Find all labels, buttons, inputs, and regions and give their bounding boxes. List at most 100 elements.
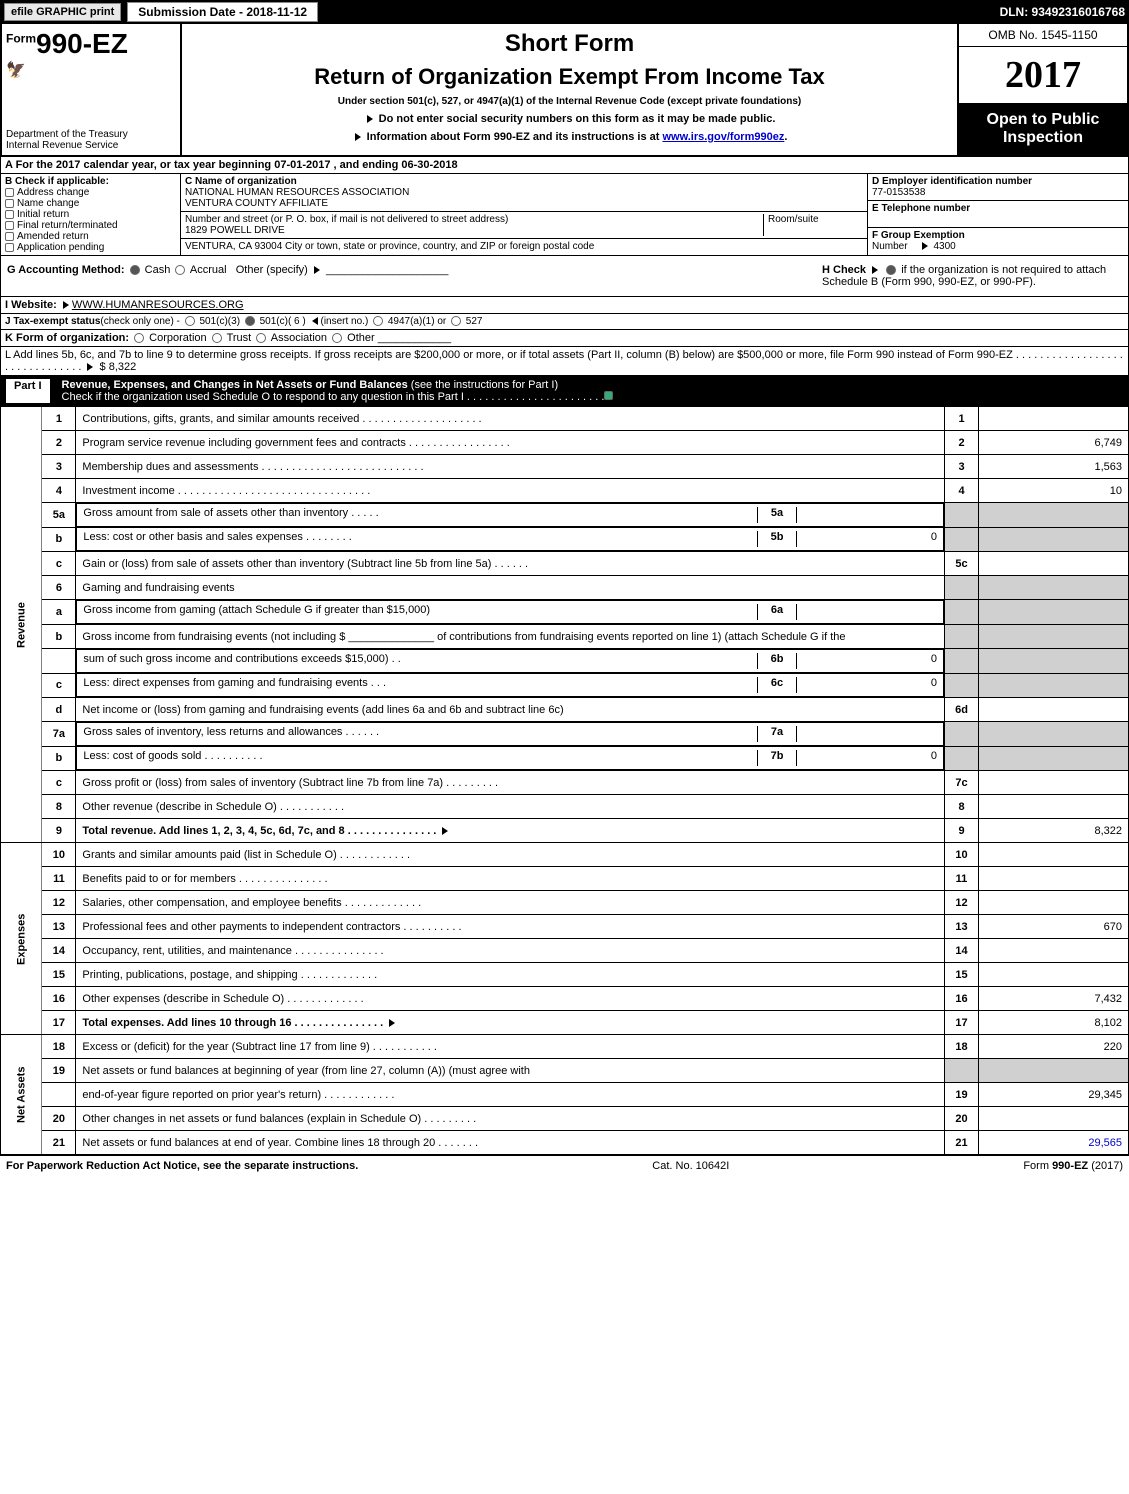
header-right: OMB No. 1545-1150 2017 Open to Public In… [957,24,1127,155]
row-ref: 11 [945,867,979,891]
submission-date-box: Submission Date - 2018-11-12 [127,2,318,22]
radio-527[interactable] [451,316,461,326]
open-to-public-badge: Open to Public Inspection [959,103,1127,155]
dln-label: DLN: 93492316016768 [1000,5,1125,19]
row-ref: 18 [945,1035,979,1059]
mid-ref: 7a [757,726,797,742]
address: 1829 POWELL DRIVE [185,225,285,236]
radio-accrual[interactable] [175,265,185,275]
row-val [979,795,1129,819]
website-value[interactable]: WWW.HUMANRESOURCES.ORG [72,299,244,311]
row-ref-shade [945,649,979,674]
chk-application-pending[interactable] [5,243,14,252]
row-val: 8,102 [979,1011,1129,1035]
c-label: C Name of organization [185,176,297,187]
lbl-application-pending: Application pending [17,242,104,253]
e-label: E Telephone number [872,203,970,214]
chk-schedule-o[interactable] [604,391,613,400]
org-name-2: VENTURA COUNTY AFFILIATE [185,198,328,209]
irs-eagle-icon: 🦅 [6,62,26,79]
row-desc: Less: cost or other basis and sales expe… [83,531,757,547]
row-desc: Net assets or fund balances at beginning… [76,1059,945,1083]
row-num: 12 [42,891,76,915]
radio-h-check[interactable] [886,265,896,275]
row-num: 16 [42,987,76,1011]
row-ref-shade [945,527,979,552]
row-num [42,649,76,674]
row-desc: Gross profit or (loss) from sales of inv… [76,771,945,795]
row-21-val-link[interactable]: 29,565 [979,1131,1129,1155]
row-ref: 14 [945,939,979,963]
radio-corporation[interactable] [134,333,144,343]
footer-left: For Paperwork Reduction Act Notice, see … [6,1160,358,1172]
row-num: 21 [42,1131,76,1155]
radio-other-org[interactable] [332,333,342,343]
l-text: L Add lines 5b, 6c, and 7b to line 9 to … [5,349,1123,373]
header-mid: Short Form Return of Organization Exempt… [182,24,957,155]
part-1-sub: (see the instructions for Part I) [411,379,558,391]
radio-association[interactable] [256,333,266,343]
row-ref: 1 [945,407,979,431]
radio-501c[interactable] [245,316,255,326]
irs-link[interactable]: www.irs.gov/form990ez [662,131,784,143]
row-num: 5a [42,503,76,528]
form-header: Form990-EZ 🦅 Department of the Treasury … [0,24,1129,157]
chk-address-change[interactable] [5,188,14,197]
mid-ref: 6c [757,677,797,693]
row-desc: Program service revenue including govern… [76,431,945,455]
row-desc: Other expenses (describe in Schedule O) … [76,987,945,1011]
line-k-org-form: K Form of organization: Corporation Trus… [0,330,1129,347]
row-ref-shade [945,673,979,698]
row-val [979,843,1129,867]
footer-form-num: 990-EZ [1052,1160,1088,1172]
row-num: 8 [42,795,76,819]
row-desc: Net assets or fund balances at end of ye… [76,1131,945,1155]
row-desc: Benefits paid to or for members . . . . … [76,867,945,891]
row-val-shade [979,722,1129,747]
row-num: 19 [42,1059,76,1083]
chk-initial-return[interactable] [5,210,14,219]
footer-right: Form 990-EZ (2017) [1023,1160,1123,1172]
radio-trust[interactable] [212,333,222,343]
lbl-other-specify: Other (specify) [236,264,308,276]
row-val-shade [979,1059,1129,1083]
row-ref: 20 [945,1107,979,1131]
row-num: b [42,625,76,649]
lbl-4947: 4947(a)(1) or [388,316,446,327]
row-desc: Total expenses. Add lines 10 through 16 … [76,1011,945,1035]
arrow-icon [872,266,878,274]
section-c-org: C Name of organization NATIONAL HUMAN RE… [181,174,868,255]
row-ref: 7c [945,771,979,795]
part-1-roman: Part I [6,379,50,403]
row-desc: Other changes in net assets or fund bala… [76,1107,945,1131]
lbl-trust: Trust [227,332,252,344]
radio-cash[interactable] [130,265,140,275]
lbl-amended-return: Amended return [17,231,89,242]
chk-amended-return[interactable] [5,232,14,241]
row-desc: Gaming and fundraising events [76,576,945,600]
i-label: I Website: [5,299,57,311]
lbl-other-org: Other [347,332,375,344]
line-i-website: I Website: WWW.HUMANRESOURCES.ORG [0,297,1129,314]
row-val: 6,749 [979,431,1129,455]
org-name-1: NATIONAL HUMAN RESOURCES ASSOCIATION [185,187,409,198]
city-state-zip: VENTURA, CA 93004 City or town, state or… [181,239,867,254]
row-desc: Total revenue. Add lines 1, 2, 3, 4, 5c,… [76,819,945,843]
chk-final-return[interactable] [5,221,14,230]
row-ref: 15 [945,963,979,987]
line-a-mid: , and ending [330,159,401,171]
radio-501c3[interactable] [185,316,195,326]
row-num: 20 [42,1107,76,1131]
row-desc: Membership dues and assessments . . . . … [76,455,945,479]
top-bar: efile GRAPHIC print Submission Date - 20… [0,0,1129,24]
row-val: 29,345 [979,1083,1129,1107]
tax-year-begin: 07-01-2017 [274,159,330,171]
mid-ref: 5a [757,507,797,523]
row-ref-shade [945,503,979,528]
radio-4947[interactable] [373,316,383,326]
efile-print-button[interactable]: efile GRAPHIC print [4,3,121,21]
chk-name-change[interactable] [5,199,14,208]
row-num: 7a [42,722,76,747]
arrow-icon [355,133,361,141]
row-desc: Excess or (deficit) for the year (Subtra… [76,1035,945,1059]
